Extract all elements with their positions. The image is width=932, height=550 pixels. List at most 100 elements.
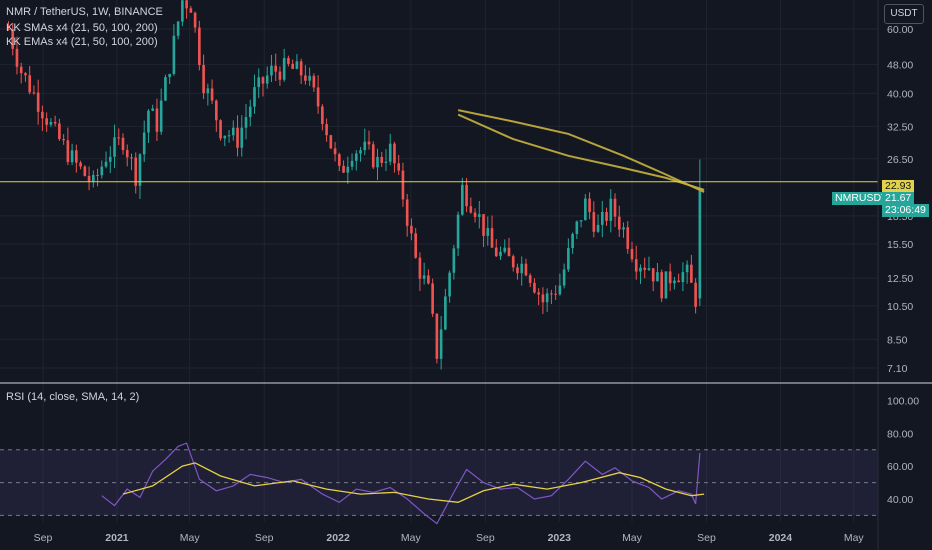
candle-body xyxy=(617,216,621,230)
time-axis[interactable]: Sep 2021 May Sep 2022 May Sep 2023 May Sep 2024 May xyxy=(34,532,865,544)
candle-body xyxy=(333,148,337,155)
candle-body xyxy=(172,35,176,74)
time-tick-label: Sep xyxy=(255,532,274,544)
price-tick-label: 15.50 xyxy=(887,239,913,251)
moving-average-line xyxy=(457,113,705,191)
candle-body xyxy=(367,141,371,145)
candle-body xyxy=(664,271,668,299)
candle-body xyxy=(690,264,693,283)
candle-body xyxy=(376,156,379,168)
candle-body xyxy=(142,132,146,155)
candle-body xyxy=(202,65,205,94)
candle-body xyxy=(240,127,244,148)
candle-body xyxy=(384,161,388,163)
sma-indicator-legend[interactable]: KK SMAs x4 (21, 50, 100, 200) xyxy=(6,22,158,34)
candle-body xyxy=(550,293,553,295)
candle-body xyxy=(121,137,125,151)
candle-body xyxy=(439,329,443,359)
time-tick-label: Sep xyxy=(34,532,53,544)
candle-body xyxy=(677,280,680,283)
candle-body xyxy=(554,293,557,295)
candle-body xyxy=(189,8,193,13)
symbol-title[interactable]: NMR / TetherUS, 1W, BINANCE xyxy=(6,6,163,18)
price-tick-label: 48.00 xyxy=(887,59,913,71)
candle-body xyxy=(66,140,70,163)
candle-body xyxy=(422,275,426,279)
candle-body xyxy=(371,144,375,168)
candle-body xyxy=(130,157,133,159)
candle-body xyxy=(609,198,613,221)
candle-body xyxy=(405,199,409,226)
candle-body xyxy=(528,275,532,283)
candle-body xyxy=(584,198,587,221)
candle-body xyxy=(325,124,328,136)
candle-body xyxy=(342,165,345,173)
candle-body xyxy=(473,212,477,217)
candle-body xyxy=(499,251,502,257)
candle-body xyxy=(248,106,252,118)
candle-body xyxy=(354,153,358,161)
candle-body xyxy=(147,110,150,133)
candle-body xyxy=(270,65,273,76)
candle-body xyxy=(537,292,540,295)
time-tick-label: 2024 xyxy=(769,532,793,544)
candle-body xyxy=(155,108,159,132)
candle-body xyxy=(668,271,672,284)
candle-body xyxy=(278,71,282,80)
candle-body xyxy=(541,294,545,303)
candle-body xyxy=(287,58,290,64)
time-tick-label: May xyxy=(180,532,201,544)
candle-body xyxy=(299,61,303,76)
candle-body xyxy=(486,228,490,236)
level-price-tag: 22.93 xyxy=(882,180,915,193)
candle-body xyxy=(427,275,430,284)
candle-body xyxy=(282,58,286,80)
candle-body xyxy=(656,272,659,282)
candle-body xyxy=(32,92,36,94)
candle-body xyxy=(206,88,210,94)
candle-body xyxy=(215,100,218,121)
moving-average-line xyxy=(457,109,705,193)
candle-body xyxy=(70,150,74,163)
candle-body xyxy=(308,75,311,81)
price-tick-label: 12.50 xyxy=(887,273,913,285)
candle-body xyxy=(79,162,82,167)
rsi-ma-line xyxy=(122,462,705,503)
candle-body xyxy=(482,214,485,236)
candle-body xyxy=(359,150,362,154)
candle-body xyxy=(45,118,48,125)
time-tick-label: Sep xyxy=(476,532,495,544)
time-tick-label: May xyxy=(844,532,865,544)
price-tick-label: 60.00 xyxy=(887,24,913,36)
candle-body xyxy=(227,135,231,137)
candle-body xyxy=(397,163,401,171)
candle-body xyxy=(592,212,596,232)
candle-body xyxy=(87,175,91,182)
time-tick-label: May xyxy=(622,532,643,544)
candle-body xyxy=(24,73,27,76)
candle-body xyxy=(545,293,549,303)
candle-body xyxy=(100,166,104,176)
candle-body xyxy=(117,137,121,139)
candle-body xyxy=(456,214,460,249)
currency-button[interactable]: USDT xyxy=(884,4,924,24)
rsi-tick-label: 80.00 xyxy=(887,428,913,440)
candle-body xyxy=(626,227,630,249)
rsi-tick-label: 60.00 xyxy=(887,461,913,473)
candle-body xyxy=(461,184,464,215)
candle-body xyxy=(363,141,367,151)
price-tick-label: 8.50 xyxy=(887,334,908,346)
candle-body xyxy=(321,106,324,125)
candle-body xyxy=(7,28,10,30)
candle-body xyxy=(316,87,320,107)
candle-body xyxy=(634,259,638,272)
candle-body xyxy=(567,248,570,270)
ema-indicator-legend[interactable]: KK EMAs x4 (21, 50, 100, 200) xyxy=(6,36,158,48)
candle-body xyxy=(295,61,299,69)
candle-body xyxy=(346,166,350,173)
candle-body xyxy=(181,0,184,22)
candle-body xyxy=(444,296,447,330)
rsi-legend[interactable]: RSI (14, close, SMA, 14, 2) xyxy=(6,391,140,403)
candle-body xyxy=(265,75,269,84)
